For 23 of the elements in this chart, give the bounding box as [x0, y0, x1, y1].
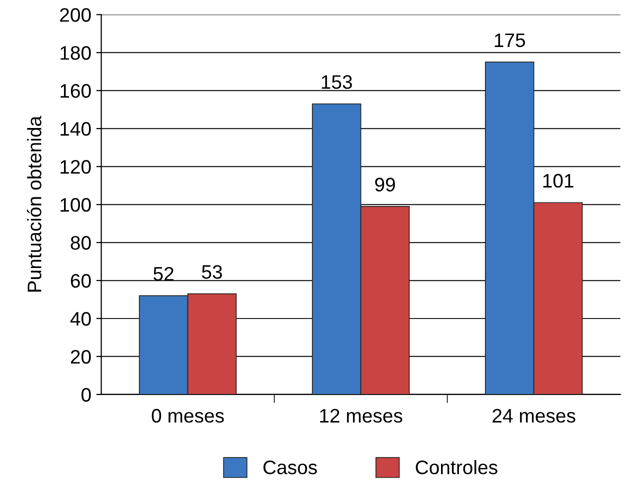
y-tick-label: 20	[70, 350, 91, 364]
legend-label: Casos	[263, 460, 317, 474]
data-label: 53	[202, 265, 222, 279]
data-label: 99	[375, 178, 395, 192]
y-tick-label: 200	[60, 8, 91, 22]
y-tick-label: 120	[60, 160, 91, 174]
y-axis-title: Puntuación obtenida	[26, 116, 42, 292]
data-label: 175	[494, 34, 526, 48]
y-tick-label: 0	[82, 388, 91, 402]
y-tick-label: 100	[60, 198, 91, 212]
legend-label: Controles	[416, 460, 498, 474]
data-label: 52	[154, 266, 174, 281]
y-tick-label: 160	[60, 84, 91, 98]
x-tick-label: 12 meses	[320, 408, 402, 423]
y-tick-label: 80	[70, 236, 91, 250]
y-tick-label: 140	[60, 122, 91, 136]
y-tick-label: 180	[60, 46, 91, 60]
data-label: 153	[322, 75, 352, 89]
y-tick-label: 40	[70, 312, 91, 326]
x-tick-label: 0 meses	[152, 408, 224, 423]
x-tick-label: 24 meses	[492, 408, 576, 423]
y-tick-label: 60	[70, 274, 91, 288]
data-label: 101	[543, 174, 574, 188]
